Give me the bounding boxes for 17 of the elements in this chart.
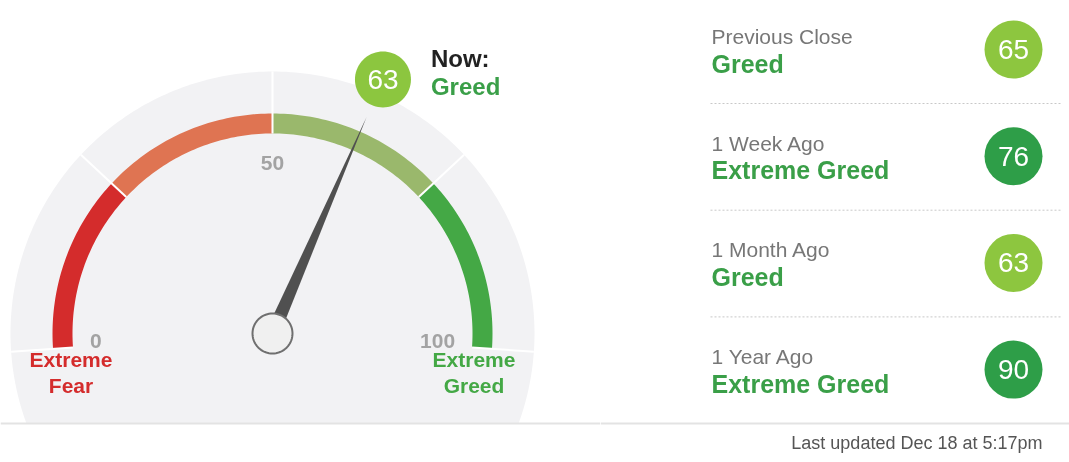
slice-label: Greed [430,72,501,100]
text: 1 Month Ago [711,238,830,262]
data-label: 65 [997,34,1030,65]
data-label: 76 [997,140,1030,172]
text: 50 [260,150,285,174]
text: Last updated Dec 18 at 5:17pm [791,432,1043,453]
text: Greed [711,262,784,291]
text: Previous Close [711,25,853,48]
data-label: 63 [997,247,1030,279]
text: Greed [711,49,784,78]
text: Now: [430,44,490,72]
text: Extreme Greed [711,156,890,185]
text: 63 [367,63,399,95]
data-label: 90 [997,354,1030,386]
text: 1 Week Ago [711,131,825,155]
text: 1 Year Ago [711,345,814,369]
text: Extreme Greed [711,369,890,398]
